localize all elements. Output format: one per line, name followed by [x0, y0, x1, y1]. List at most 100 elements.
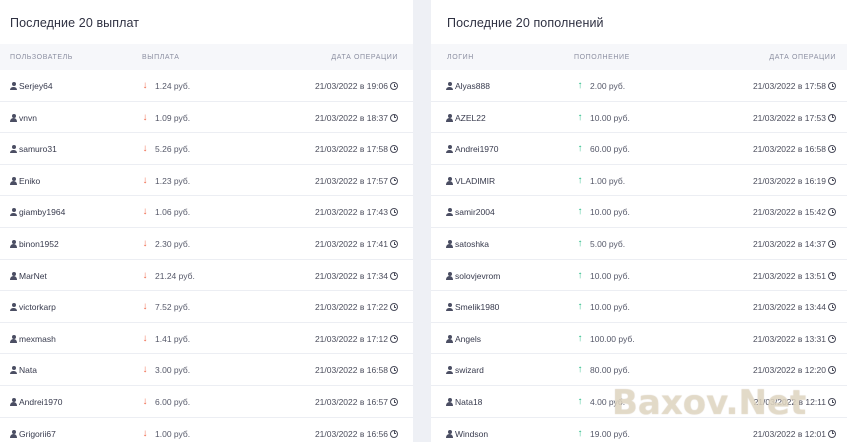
user-cell: victorkarp [10, 302, 56, 312]
column-header-date: ДАТА ОПЕРАЦИИ [769, 54, 836, 61]
arrow-up-icon: ↑ [577, 395, 583, 407]
user-icon [10, 208, 17, 217]
clock-icon [390, 397, 398, 406]
clock-icon [828, 271, 836, 280]
username: Angels [455, 333, 481, 344]
arrow-down-icon: ↓ [142, 301, 148, 313]
user-icon [10, 397, 17, 406]
arrow-up-icon: ↑ [577, 111, 583, 123]
table-row: swizard ↑ 80.00 руб. 21/03/2022 в 12:20 [431, 354, 847, 386]
date-cell: 21/03/2022 в 17:22 [315, 302, 398, 312]
clock-icon [390, 239, 398, 248]
username: satoshka [455, 238, 490, 249]
table-row: satoshka ↑ 5.00 руб. 21/03/2022 в 14:37 [431, 228, 847, 260]
arrow-down-icon: ↓ [142, 206, 148, 218]
date-value: 21/03/2022 в 16:57 [314, 396, 388, 407]
amount-value: 100.00 руб. [590, 333, 635, 344]
user-cell: binon1952 [10, 239, 59, 249]
amount-cell: ↑ 100.00 руб. [576, 333, 635, 344]
username: solovjevrom [455, 270, 501, 281]
arrow-up-icon: ↑ [577, 364, 583, 376]
table-row: binon1952 ↓ 2.30 руб. 21/03/2022 в 17:41 [0, 228, 413, 260]
amount-cell: ↑ 10.00 руб. [576, 111, 630, 123]
column-header-date: ДАТА ОПЕРАЦИИ [331, 54, 398, 61]
amount-value: 10.00 руб. [590, 112, 630, 123]
clock-icon [390, 366, 398, 375]
clock-icon [828, 429, 836, 438]
table-row: Nata18 ↑ 4.00 руб. 21/03/2022 в 12:11 [431, 386, 847, 418]
amount-value: 5.26 руб. [155, 144, 191, 155]
user-cell: Grigorii67 [10, 429, 56, 439]
user-cell: giamby1964 [10, 207, 65, 217]
date-value: 21/03/2022 в 15:42 [752, 207, 826, 218]
amount-cell: ↓ 1.23 руб. [141, 175, 191, 186]
clock-icon [390, 334, 398, 343]
table-row: Smelik1980 ↑ 10.00 руб. 21/03/2022 в 13:44 [431, 291, 847, 323]
amount-cell: ↑ 1.00 руб. [576, 175, 626, 186]
date-cell: 21/03/2022 в 16:56 [315, 429, 398, 439]
amount-cell: ↓ 5.26 руб. [141, 144, 191, 155]
user-cell: Smelik1980 [446, 302, 499, 312]
amount-cell: ↓ 1.06 руб. [141, 206, 191, 218]
amount-value: 6.00 руб. [155, 396, 191, 407]
username: binon1952 [19, 238, 59, 249]
date-cell: 21/03/2022 в 12:01 [753, 429, 836, 439]
amount-value: 60.00 руб. [590, 144, 630, 155]
date-value: 21/03/2022 в 17:53 [752, 112, 826, 123]
username: Smelik1980 [455, 302, 500, 313]
user-icon [446, 271, 453, 280]
clock-icon [828, 334, 836, 343]
table-row: victorkarp ↓ 7.52 руб. 21/03/2022 в 17:22 [0, 291, 413, 323]
date-cell: 21/03/2022 в 16:57 [315, 397, 398, 407]
amount-cell: ↑ 5.00 руб. [576, 238, 626, 249]
table-row: Alyas888 ↑ 2.00 руб. 21/03/2022 в 17:58 [431, 70, 847, 102]
table-row: Andrei1970 ↑ 60.00 руб. 21/03/2022 в 16:58 [431, 133, 847, 165]
username: Serjey64 [19, 81, 53, 91]
table-row: Grigorii67 ↓ 1.00 руб. 21/03/2022 в 16:56 [0, 418, 413, 442]
date-value: 21/03/2022 в 12:20 [752, 365, 826, 376]
table-row: samuro31 ↓ 5.26 руб. 21/03/2022 в 17:58 [0, 133, 413, 165]
amount-value: 1.09 руб. [155, 112, 191, 123]
user-cell: samir2004 [446, 207, 495, 217]
amount-cell: ↓ 2.30 руб. [141, 237, 191, 249]
arrow-down-icon: ↓ [142, 364, 148, 376]
amount-value: 5.00 руб. [590, 238, 626, 249]
table-row: VLADIMIR ↑ 1.00 руб. 21/03/2022 в 16:19 [431, 165, 847, 197]
user-cell: Nata18 [446, 397, 482, 407]
date-value: 21/03/2022 в 16:19 [752, 175, 826, 186]
clock-icon [828, 82, 836, 90]
amount-cell: ↑ 60.00 руб. [576, 144, 630, 155]
date-cell: 21/03/2022 в 17:58 [315, 144, 398, 154]
arrow-down-icon: ↓ [142, 237, 148, 249]
date-value: 21/03/2022 в 13:44 [752, 302, 826, 313]
amount-cell: ↓ 21.24 руб. [141, 270, 195, 281]
user-icon [10, 366, 17, 375]
column-header-amount: ВЫПЛАТА [142, 54, 180, 61]
user-cell: Alyas888 [446, 81, 490, 91]
date-cell: 21/03/2022 в 16:19 [753, 176, 836, 186]
user-icon [446, 303, 453, 312]
user-cell: samuro31 [10, 144, 57, 154]
date-value: 21/03/2022 в 17:43 [314, 207, 388, 218]
date-value: 21/03/2022 в 17:22 [314, 302, 388, 313]
clock-icon [390, 145, 398, 154]
user-cell: MarNet [10, 271, 47, 281]
user-icon [446, 397, 453, 406]
clock-icon [828, 208, 836, 217]
user-icon [446, 145, 453, 154]
username: Andrei1970 [455, 144, 499, 155]
username: victorkarp [19, 302, 56, 313]
clock-icon [828, 176, 836, 185]
column-header-user: ПОЛЬЗОВАТЕЛЬ [10, 54, 73, 61]
amount-value: 80.00 руб. [590, 365, 630, 376]
amount-cell: ↓ 1.24 руб. [141, 81, 191, 92]
clock-icon [390, 176, 398, 185]
date-cell: 21/03/2022 в 13:31 [753, 334, 836, 344]
amount-value: 1.23 руб. [155, 175, 191, 186]
username: Alyas888 [455, 81, 490, 91]
user-cell: swizard [446, 365, 484, 375]
user-icon [446, 334, 453, 343]
arrow-up-icon: ↑ [577, 427, 583, 439]
column-header-login: ЛОГИН [447, 54, 474, 61]
username: Grigorii67 [19, 428, 56, 439]
